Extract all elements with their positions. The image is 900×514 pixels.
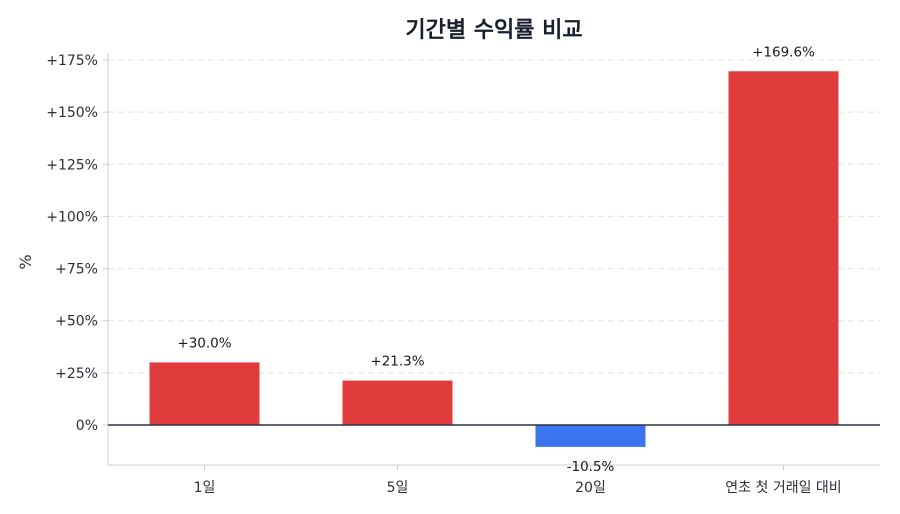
x-tick-label: 20일 — [575, 480, 606, 496]
axes — [103, 53, 880, 470]
y-tick-label: +125% — [46, 157, 98, 173]
bar-4 — [728, 71, 839, 426]
bar-1 — [149, 362, 260, 425]
y-tick-label: +100% — [46, 209, 98, 225]
bar-2 — [342, 380, 453, 425]
data-label: +21.3% — [370, 354, 424, 370]
y-tick-label: +50% — [55, 314, 98, 330]
data-label: -10.5% — [567, 459, 615, 475]
chart-title: 기간별 수익률 비교 — [405, 18, 582, 43]
data-label: +30.0% — [177, 335, 231, 351]
y-tick-label: +25% — [55, 366, 98, 382]
y-tick-label: +175% — [46, 53, 98, 69]
x-tick-label: 1일 — [194, 480, 216, 496]
x-tick-label: 5일 — [387, 480, 409, 496]
bars — [149, 71, 839, 447]
y-tick-label: +150% — [46, 105, 98, 121]
y-tick-label: +75% — [55, 262, 98, 278]
bar-3 — [535, 425, 646, 447]
labels: 0% +25% +50% +75% +100% +125% +150% +175% +30.0%… — [46, 44, 841, 496]
data-label: +169.6% — [752, 44, 815, 60]
x-tick-label: 연초 첫 거래일 대비 — [725, 480, 841, 496]
y-axis-label: % — [16, 254, 35, 269]
y-tick-label: 0% — [76, 418, 98, 434]
